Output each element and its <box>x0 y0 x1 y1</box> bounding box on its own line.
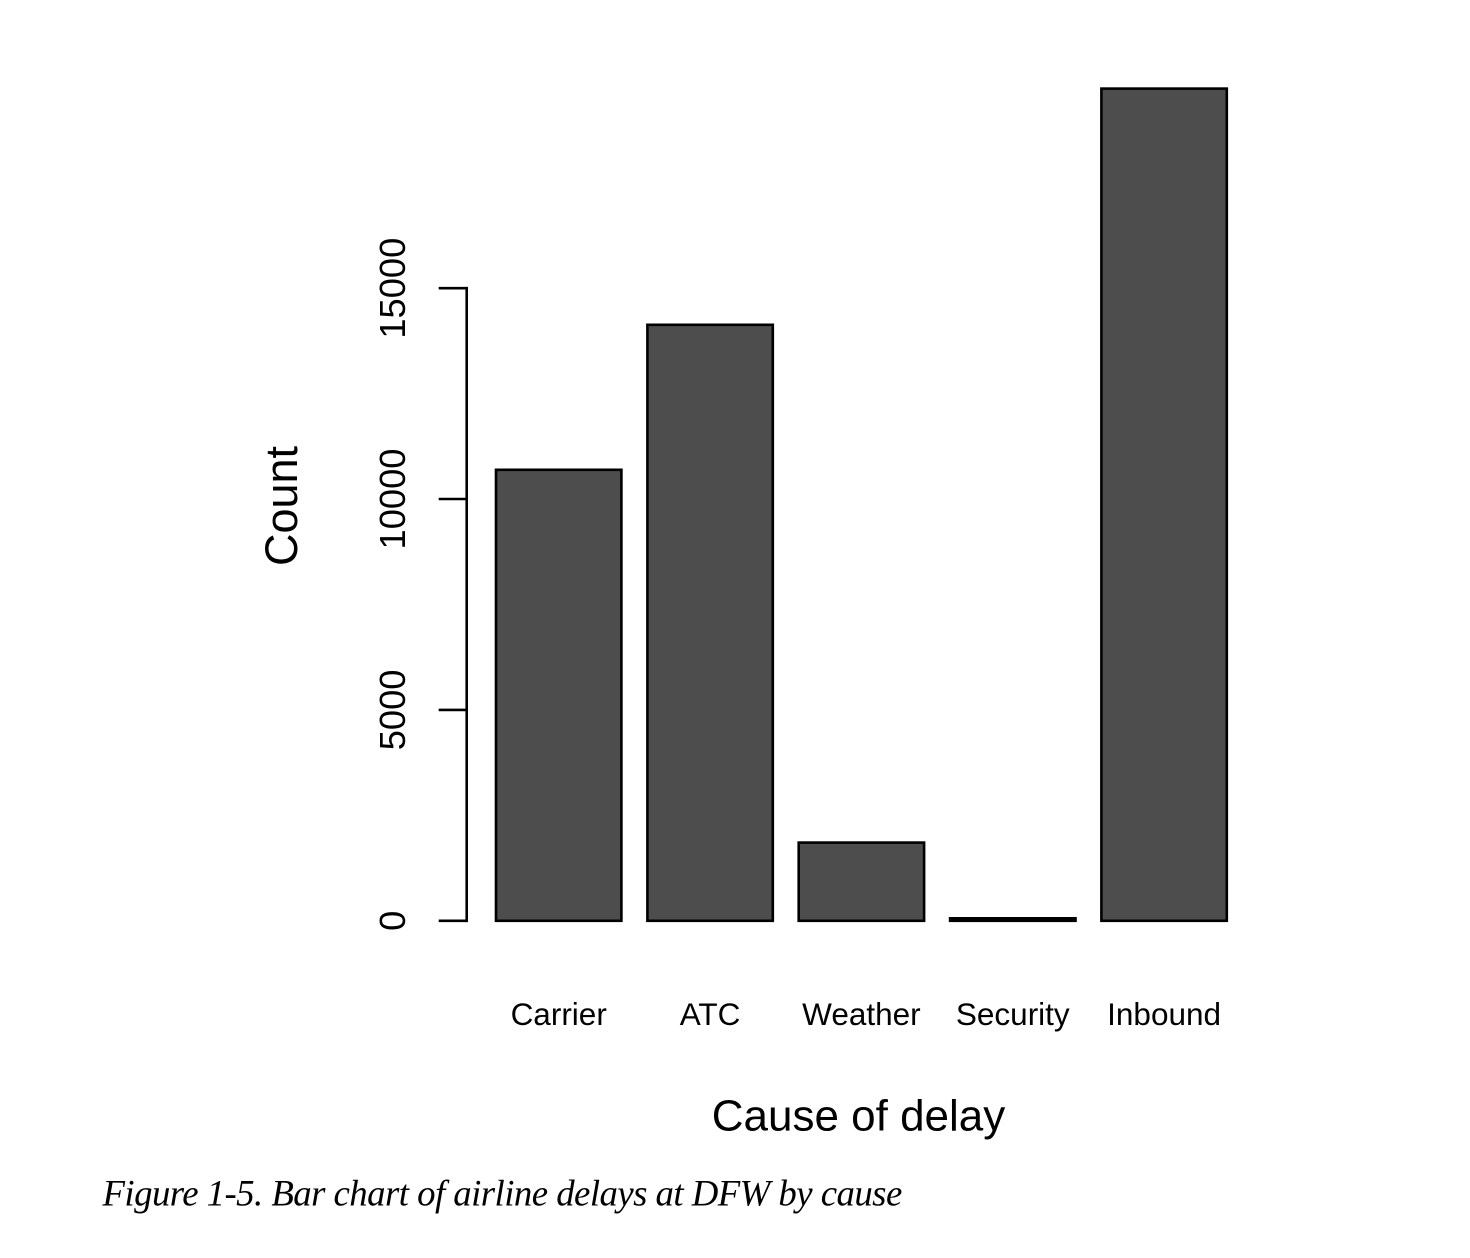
svg-text:Security: Security <box>956 996 1070 1032</box>
svg-text:15000: 15000 <box>372 238 413 339</box>
svg-text:Inbound: Inbound <box>1107 996 1221 1032</box>
svg-text:10000: 10000 <box>372 449 413 550</box>
svg-text:Figure 1-5. Bar chart of airli: Figure 1-5. Bar chart of airline delays … <box>102 1172 902 1213</box>
svg-text:Weather: Weather <box>802 996 920 1032</box>
svg-text:Cause of delay: Cause of delay <box>712 1092 1006 1141</box>
svg-text:Count: Count <box>256 445 307 566</box>
svg-text:0: 0 <box>372 911 413 931</box>
svg-text:5000: 5000 <box>372 670 413 751</box>
svg-text:ATC: ATC <box>680 996 741 1032</box>
svg-text:Carrier: Carrier <box>511 996 607 1032</box>
